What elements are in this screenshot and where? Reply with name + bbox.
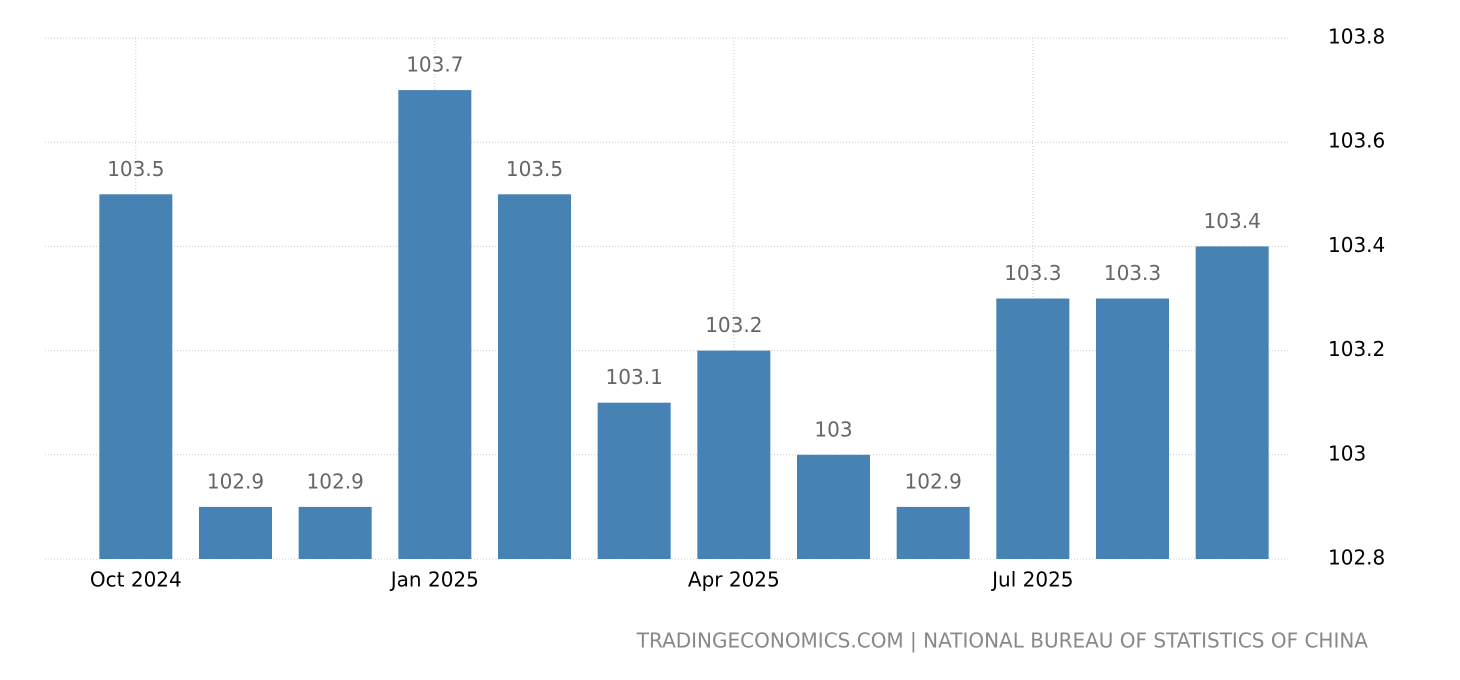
- y-tick-label: 102.8: [1328, 546, 1385, 570]
- value-label: 103.3: [1104, 261, 1161, 285]
- bar: [896, 506, 970, 559]
- bar: [797, 454, 870, 559]
- value-label: 102.9: [905, 469, 962, 493]
- bar: [398, 90, 472, 559]
- y-tick-label: 103.2: [1328, 337, 1385, 361]
- bar: [1096, 298, 1169, 559]
- y-tick-label: 103: [1328, 441, 1366, 465]
- x-tick-label: Apr 2025: [688, 568, 780, 592]
- y-tick-label: 103.4: [1328, 233, 1385, 257]
- bar: [996, 298, 1070, 559]
- x-tick-label: Oct 2024: [90, 568, 182, 592]
- value-label: 103.7: [406, 53, 463, 77]
- value-label: 103.3: [1004, 261, 1061, 285]
- value-label: 103: [814, 417, 852, 441]
- value-label: 103.5: [107, 157, 164, 181]
- bar: [99, 194, 173, 560]
- bar: [298, 506, 372, 559]
- bar: [498, 194, 571, 560]
- bar: [1195, 246, 1269, 559]
- y-tick-label: 103.8: [1328, 25, 1385, 49]
- value-label: 103.5: [506, 157, 563, 181]
- bar: [597, 402, 671, 559]
- value-label: 103.4: [1204, 209, 1261, 233]
- x-tick-label: Jan 2025: [389, 568, 479, 592]
- source: TRADINGECONOMICS.COM | NATIONAL BUREAU O…: [636, 629, 1369, 653]
- value-label: 103.1: [606, 365, 663, 389]
- x-tick-label: Jul 2025: [990, 568, 1073, 592]
- value-label: 102.9: [307, 469, 364, 493]
- bar: [697, 350, 771, 559]
- bar: [199, 506, 272, 559]
- value-label: 103.2: [705, 313, 762, 337]
- value-label: 102.9: [207, 469, 264, 493]
- y-tick-label: 103.6: [1328, 129, 1385, 153]
